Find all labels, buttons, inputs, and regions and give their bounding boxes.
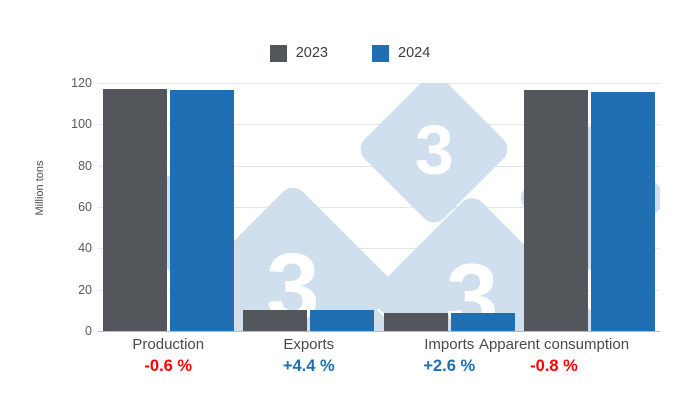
category-label: Exports [283,336,335,353]
bar-apparent-consumption-2024[interactable] [591,92,656,331]
bar-production-2024[interactable] [169,90,234,331]
y-axis-tick-label: 20 [78,282,92,297]
bar-group-container [98,83,660,331]
category-production: Production -0.6 % [58,336,278,379]
category-delta: +4.4 % [282,356,335,375]
y-axis-tick-label: 80 [78,158,92,173]
legend-label-2024: 2024 [398,44,431,61]
chart-legend: 2023 2024 [0,40,700,66]
legend-item-2024[interactable]: 2024 [372,44,431,62]
category-label: Apparent consumption [478,336,630,353]
bar-production-2023[interactable] [102,89,167,331]
y-axis-tick-label: 40 [78,241,92,256]
bar-apparent-consumption-2023[interactable] [524,90,589,331]
y-axis-tick-label: 120 [71,76,92,90]
category-exports: Exports +4.4 % [199,336,419,379]
bar-exports-2024[interactable] [310,309,375,331]
category-imports: Imports +2.6 % [339,336,559,379]
category-delta: +2.6 % [423,356,476,375]
category-delta: -0.6 % [144,356,193,375]
legend-swatch-2023 [269,44,287,62]
category-label: Imports [424,336,475,353]
bar-imports-2024[interactable] [450,312,515,331]
y-axis-tick-label: 60 [78,200,92,214]
y-axis-title: Million tons [34,160,46,216]
x-axis-line [98,331,660,332]
bar-imports-2023[interactable] [383,313,448,331]
y-axis-tick-label: 0 [85,324,92,338]
legend-label-2023: 2023 [295,44,328,61]
y-axis-tick-label: 100 [71,117,92,132]
category-label: Production [132,336,205,353]
legend-swatch-2024 [372,44,389,62]
category-labels: Production -0.6 % Exports +4.4 % Imports +2.6… [98,336,660,398]
category-delta: -0.8 % [530,356,578,375]
legend-item-2023[interactable]: 2023 [269,44,328,62]
category-apparent-consumption: Apparent consumption -0.8 % [444,336,664,379]
bar-exports-2023[interactable] [243,310,308,331]
y-axis-ticks: 120 100 80 60 40 20 0 [48,0,92,400]
